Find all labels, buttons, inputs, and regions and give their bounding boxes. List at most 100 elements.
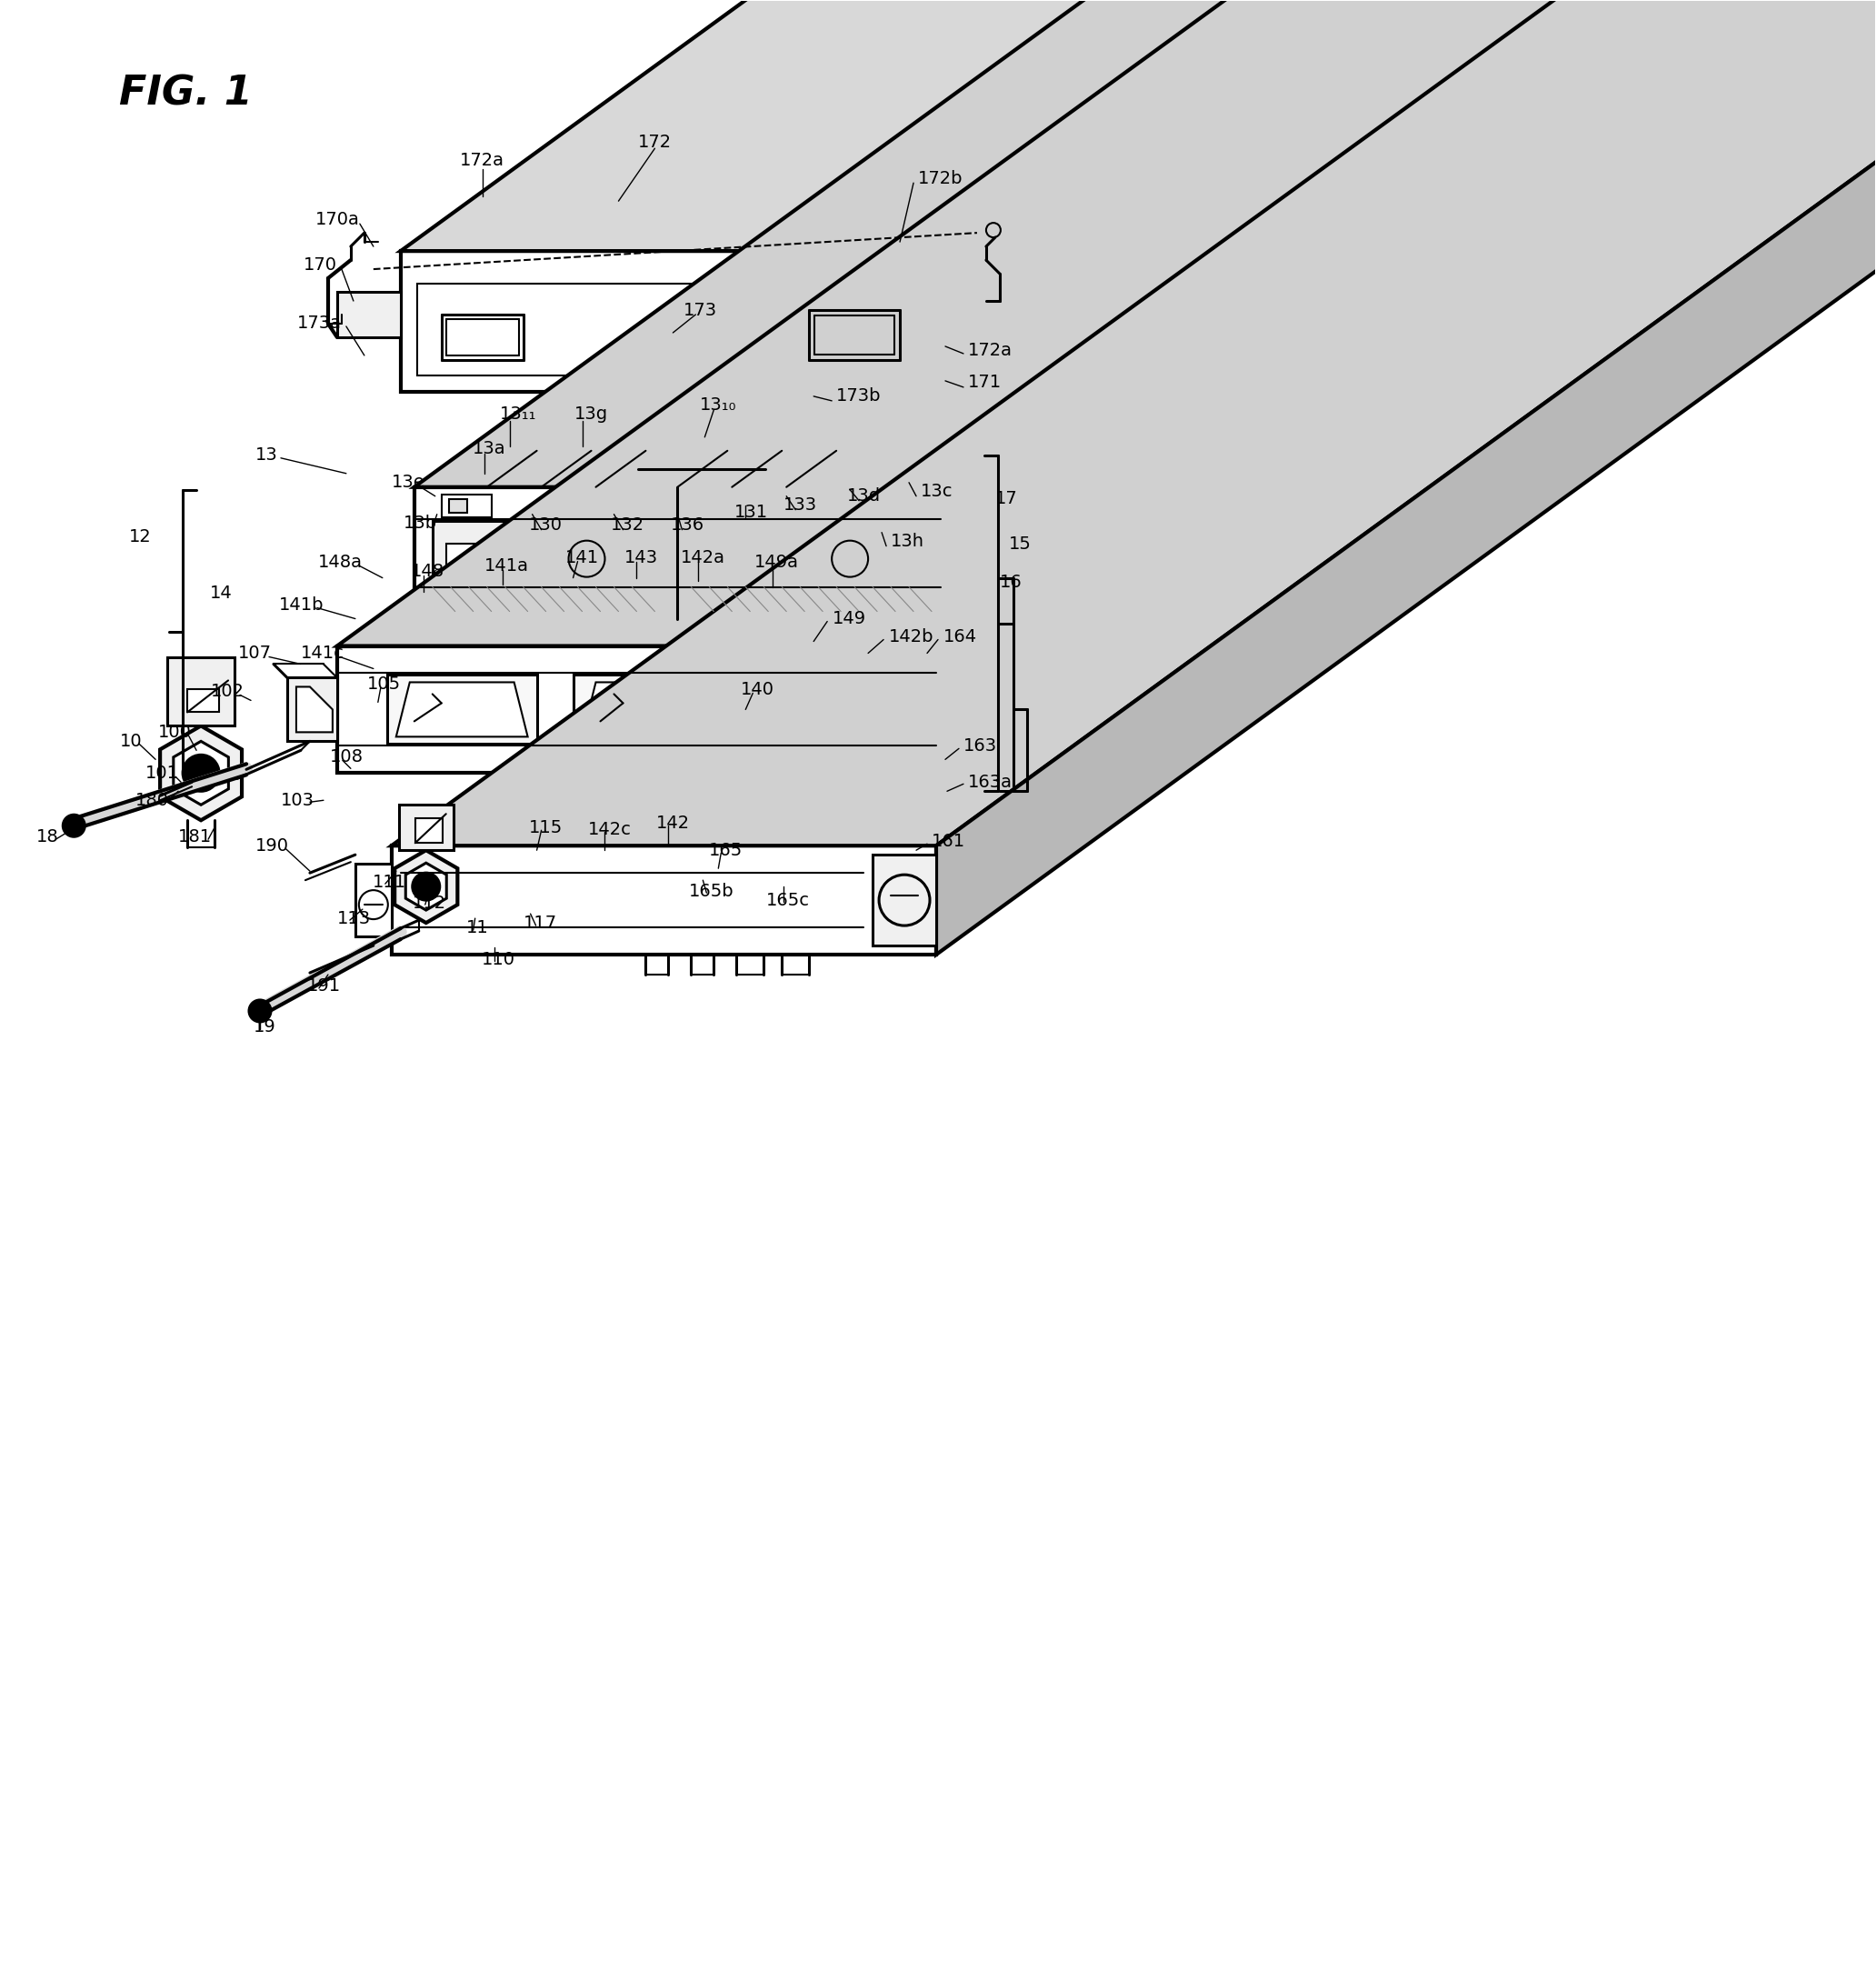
Text: 102: 102: [210, 682, 244, 700]
Polygon shape: [386, 674, 537, 743]
Text: 13₁₁: 13₁₁: [501, 406, 537, 424]
Polygon shape: [932, 674, 981, 743]
Polygon shape: [769, 688, 795, 731]
Text: 165: 165: [709, 842, 743, 859]
Text: 191: 191: [308, 978, 341, 995]
Polygon shape: [396, 682, 527, 737]
Polygon shape: [401, 250, 927, 392]
Polygon shape: [428, 587, 655, 611]
Polygon shape: [690, 520, 917, 583]
Polygon shape: [936, 0, 1876, 954]
Polygon shape: [936, 0, 1876, 773]
Polygon shape: [296, 686, 332, 731]
Text: 130: 130: [529, 516, 563, 534]
Text: 142b: 142b: [889, 629, 934, 645]
Text: 115: 115: [529, 818, 563, 836]
Text: 165c: 165c: [767, 891, 810, 909]
Polygon shape: [448, 499, 467, 512]
Text: 141c: 141c: [300, 645, 345, 662]
Text: 108: 108: [330, 749, 362, 765]
Text: 13c: 13c: [921, 483, 953, 501]
Text: FIG. 1: FIG. 1: [120, 75, 253, 112]
Text: 141: 141: [565, 550, 598, 566]
Polygon shape: [446, 544, 492, 576]
Polygon shape: [505, 544, 550, 576]
Polygon shape: [167, 658, 234, 725]
Text: 170: 170: [304, 256, 338, 274]
Text: 172a: 172a: [460, 152, 505, 170]
Text: 14: 14: [210, 585, 233, 601]
Polygon shape: [338, 292, 401, 337]
Text: 136: 136: [670, 516, 704, 534]
Polygon shape: [392, 846, 936, 954]
Polygon shape: [872, 855, 936, 946]
Text: 172: 172: [638, 134, 672, 150]
Text: 111: 111: [373, 873, 407, 891]
Polygon shape: [927, 0, 1876, 392]
Polygon shape: [405, 863, 446, 911]
Text: 149: 149: [833, 611, 867, 627]
Polygon shape: [705, 544, 750, 576]
Polygon shape: [805, 688, 859, 731]
Text: 131: 131: [734, 505, 767, 520]
Polygon shape: [338, 0, 1876, 646]
Text: 13d: 13d: [846, 487, 880, 505]
Text: 105: 105: [368, 676, 401, 692]
Text: 113: 113: [338, 911, 371, 926]
Text: 163: 163: [964, 737, 998, 755]
Polygon shape: [394, 850, 458, 922]
Text: 132: 132: [612, 516, 645, 534]
Text: 18: 18: [36, 828, 58, 846]
Text: 13e: 13e: [392, 473, 426, 491]
Text: 133: 133: [782, 497, 816, 514]
Text: 13h: 13h: [891, 532, 925, 550]
Circle shape: [250, 999, 270, 1021]
Text: 149a: 149a: [754, 554, 799, 572]
Text: 17: 17: [994, 491, 1017, 507]
Text: 112: 112: [413, 895, 446, 911]
Text: 13₁₀: 13₁₀: [700, 396, 737, 414]
Polygon shape: [582, 682, 713, 737]
Text: 173: 173: [683, 302, 717, 319]
Polygon shape: [173, 741, 229, 804]
Text: 142c: 142c: [587, 820, 630, 838]
Text: 10: 10: [120, 733, 143, 749]
Polygon shape: [754, 674, 872, 743]
Text: 148a: 148a: [319, 554, 362, 572]
Polygon shape: [188, 690, 219, 712]
Polygon shape: [940, 0, 1876, 619]
Text: 173b: 173b: [837, 388, 882, 404]
Text: 141a: 141a: [484, 558, 529, 576]
Text: 13g: 13g: [574, 406, 608, 424]
Text: 11: 11: [467, 918, 490, 936]
Text: 15: 15: [1009, 536, 1032, 554]
Text: 117: 117: [523, 915, 557, 932]
Text: 163a: 163a: [968, 773, 1013, 790]
Text: 13a: 13a: [473, 440, 507, 457]
Polygon shape: [338, 646, 936, 773]
Polygon shape: [944, 686, 972, 731]
Text: 148: 148: [411, 564, 445, 579]
Text: 142a: 142a: [681, 550, 726, 566]
Polygon shape: [401, 0, 1876, 250]
Text: 13: 13: [255, 447, 278, 463]
Polygon shape: [416, 284, 910, 374]
Text: 13b: 13b: [403, 514, 437, 532]
Text: 19: 19: [253, 1019, 276, 1037]
Polygon shape: [415, 818, 443, 844]
Circle shape: [413, 873, 439, 901]
Text: 103: 103: [281, 792, 315, 808]
Text: 140: 140: [741, 680, 775, 698]
Text: 180: 180: [135, 792, 169, 808]
Text: 12: 12: [129, 528, 152, 546]
Polygon shape: [355, 863, 392, 936]
Text: 171: 171: [968, 374, 1002, 392]
Text: 110: 110: [482, 950, 516, 968]
Text: 172b: 172b: [917, 170, 962, 187]
Polygon shape: [400, 804, 454, 850]
Text: 107: 107: [238, 645, 272, 662]
Text: 101: 101: [146, 765, 180, 782]
Circle shape: [64, 814, 84, 836]
Text: 173a: 173a: [296, 315, 341, 333]
Polygon shape: [572, 674, 722, 743]
